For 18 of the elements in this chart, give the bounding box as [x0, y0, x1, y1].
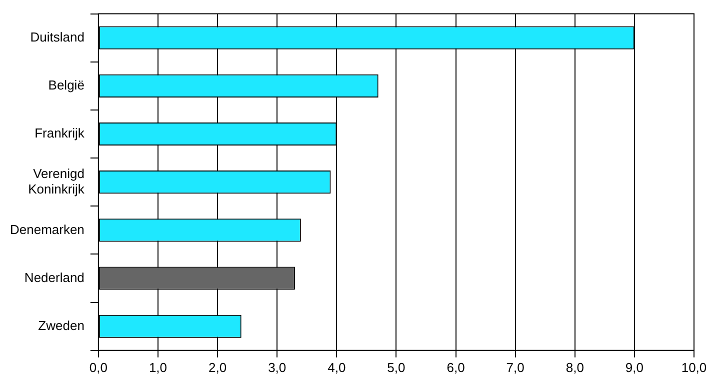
x-tick-label: 6,0 [446, 360, 465, 375]
y-tick-label: Duitsland [30, 29, 84, 44]
x-tick-label: 1,0 [148, 360, 168, 375]
x-tick-label: 7,0 [506, 360, 524, 375]
x-tick-label: 5,0 [387, 360, 406, 375]
x-tick-label: 10,0 [681, 360, 707, 375]
y-tick-label: Frankrijk [34, 126, 85, 141]
x-tick-label: 8,0 [566, 360, 584, 375]
y-tick-label: Denemarken [10, 222, 84, 237]
x-tick-label: 3,0 [268, 360, 286, 375]
y-tick-label: België [48, 78, 84, 93]
x-tick-label: 2,0 [208, 360, 227, 375]
y-tick-label: Verenigd Koninkrijk [28, 166, 85, 196]
y-tick-label: Zweden [38, 318, 84, 333]
x-tick-label: 4,0 [328, 360, 346, 375]
y-tick-label: Nederland [24, 270, 84, 285]
x-tick-label: 0,0 [89, 360, 108, 375]
x-tick-label: 9,0 [625, 360, 644, 375]
